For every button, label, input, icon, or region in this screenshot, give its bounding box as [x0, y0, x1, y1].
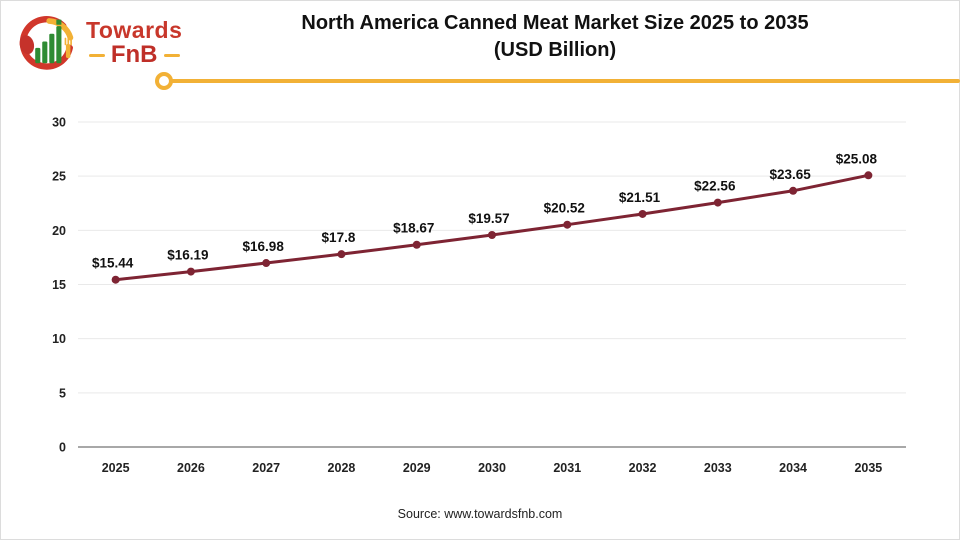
logo-text-fnb: FnB	[110, 41, 158, 68]
data-point	[262, 259, 271, 268]
y-axis-tick-label: 30	[52, 116, 66, 130]
data-point-label: $25.08	[836, 151, 878, 166]
data-point-label: $18.67	[393, 221, 434, 236]
fork-icon	[64, 37, 72, 59]
y-axis-tick-label: 5	[59, 386, 66, 400]
logo-dash-right	[163, 53, 180, 57]
x-axis-tick-label: 2029	[403, 461, 431, 475]
data-point-label: $21.51	[619, 190, 661, 205]
data-point	[111, 275, 120, 284]
data-point	[864, 171, 873, 180]
y-axis-tick-label: 20	[52, 224, 66, 238]
x-axis-tick-label: 2033	[704, 461, 732, 475]
title-divider-line	[164, 79, 960, 83]
x-axis-tick-label: 2027	[252, 461, 280, 475]
x-axis-tick-label: 2031	[553, 461, 581, 475]
page-title-line2: (USD Billion)	[493, 39, 617, 61]
y-axis-tick-label: 15	[52, 278, 66, 292]
data-point	[713, 198, 722, 207]
x-axis-tick-label: 2032	[629, 461, 657, 475]
source-text: Source: www.towardsfnb.com	[397, 507, 563, 521]
y-axis-tick-label: 0	[59, 441, 66, 455]
data-point-label: $17.8	[322, 230, 356, 245]
x-axis-tick-label: 2030	[478, 461, 506, 475]
towardsfnb-logo: Towards FnB	[16, 10, 236, 82]
data-point	[789, 186, 798, 195]
bars-icon	[35, 19, 62, 64]
data-point-label: $22.56	[694, 179, 736, 194]
data-point	[638, 209, 647, 218]
data-point-label: $16.98	[243, 239, 285, 254]
x-axis-tick-label: 2025	[102, 461, 130, 475]
logo-dash-left	[88, 53, 105, 57]
data-point	[488, 230, 496, 239]
y-axis-tick-label: 10	[52, 332, 66, 346]
data-point	[563, 220, 572, 229]
data-point-label: $15.44	[92, 256, 134, 271]
data-point-label: $16.19	[167, 248, 208, 263]
data-point-label: $20.52	[544, 201, 585, 216]
logo-text-towards: Towards	[86, 17, 183, 43]
data-point-label: $23.65	[769, 167, 811, 182]
spoon-icon	[19, 35, 35, 55]
data-point	[186, 267, 195, 276]
x-axis-tick-label: 2035	[854, 461, 882, 475]
logo-text-fnb-row: FnB	[86, 43, 182, 67]
page-title-line1: North America Canned Meat Market Size 20…	[301, 12, 809, 34]
logo-ring-yellow	[46, 18, 74, 41]
x-axis-tick-label: 2026	[177, 461, 205, 475]
series-line	[114, 173, 870, 282]
data-point-label: $19.57	[468, 211, 509, 226]
logo-mark	[19, 15, 74, 70]
title-divider-dot-icon	[155, 72, 173, 90]
data-point	[412, 240, 421, 249]
page-title: North America Canned Meat Market Size 20…	[150, 10, 960, 64]
x-axis-tick-label: 2028	[328, 461, 356, 475]
logo-text: Towards FnB	[86, 18, 182, 67]
x-axis-tick-label: 2034	[779, 461, 807, 475]
data-point	[337, 250, 346, 259]
y-axis-tick-label: 25	[52, 170, 66, 184]
